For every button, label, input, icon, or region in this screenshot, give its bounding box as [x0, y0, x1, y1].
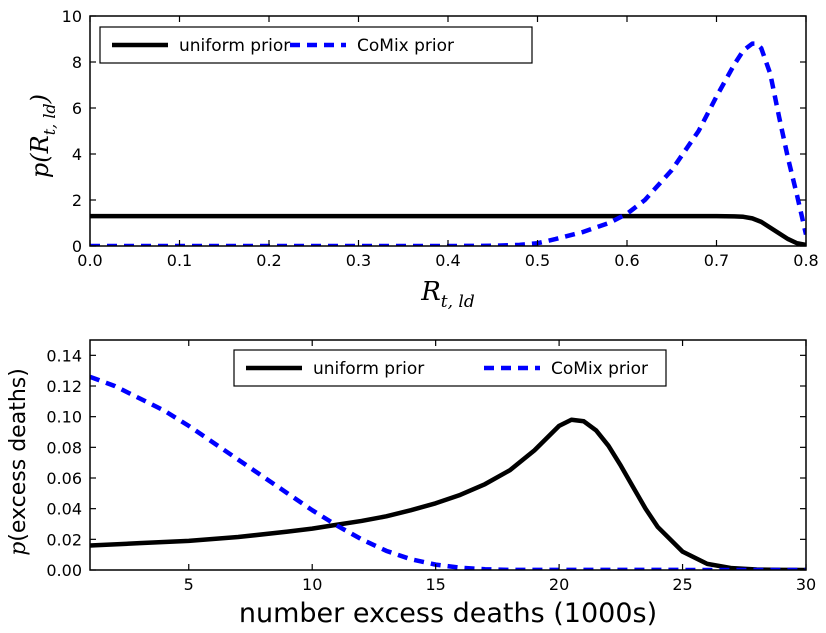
- top-ytick-label: 8: [72, 53, 82, 72]
- bottom-xtick-label: 25: [672, 575, 692, 594]
- bottom-plot-frame: [89, 339, 807, 571]
- top-legend-label: CoMix prior: [357, 36, 454, 56]
- bottom-xtick-label: 15: [425, 575, 445, 594]
- top-ytick-label: 6: [72, 99, 82, 118]
- top-legend-label: uniform prior: [179, 36, 290, 56]
- top-series-uniform-line: [90, 213, 806, 246]
- bottom-panel: 5 10 15 20 25 30 0.00 0.02 0.04 0.06 0.08 0.10 0.12 0…: [6, 339, 816, 629]
- top-xtick-label: 0.6: [614, 251, 639, 270]
- bottom-ylabel: p(excess deaths): [6, 368, 31, 556]
- bottom-xtick-label: 10: [302, 575, 322, 594]
- top-xtick-label: 0.1: [167, 251, 192, 270]
- top-xtick-label: 0.3: [346, 251, 371, 270]
- bottom-ytick-label: 0.06: [46, 469, 82, 488]
- bottom-ytick-label: 0.12: [46, 377, 82, 396]
- bottom-legend-label: CoMix prior: [551, 359, 648, 379]
- top-xtick-label: 0.4: [435, 251, 460, 270]
- bottom-ytick-label: 0.02: [46, 530, 82, 549]
- bottom-series-comix-line: [90, 374, 806, 570]
- top-panel: 0.0 0.1 0.2 0.3 0.4 0.5 0.6 0.7 0.8 0 2 4 6 8 10 unifor…: [26, 7, 819, 312]
- bottom-series-uniform-line: [90, 417, 806, 570]
- top-ytick-label: 2: [72, 191, 82, 210]
- bottom-ytick-label: 0.00: [46, 561, 82, 580]
- bottom-xtick-label: 5: [184, 575, 194, 594]
- top-xtick-label: 0.2: [256, 251, 281, 270]
- bottom-ytick-label: 0.14: [46, 346, 82, 365]
- bottom-xtick-label: 30: [796, 575, 816, 594]
- bottom-ytick-label: 0.08: [46, 438, 82, 457]
- bottom-xtick-label: 20: [549, 575, 569, 594]
- top-series-comix-line: [90, 41, 806, 246]
- top-ytick-label: 10: [62, 7, 82, 26]
- top-xlabel: Rt, ld: [420, 277, 475, 312]
- top-ylabel: p(Rt, ld): [26, 94, 59, 178]
- top-xtick-label: 0.8: [793, 251, 818, 270]
- bottom-legend-label: uniform prior: [313, 359, 424, 379]
- bottom-legend-box: [233, 349, 667, 387]
- bottom-ytick-label: 0.04: [46, 500, 82, 519]
- top-xtick-label: 0.5: [525, 251, 550, 270]
- top-ytick-label: 0: [72, 237, 82, 256]
- bottom-ytick-label: 0.10: [46, 408, 82, 427]
- bottom-xlabel: number excess deaths (1000s): [239, 598, 657, 629]
- top-xtick-label: 0.7: [704, 251, 729, 270]
- top-ytick-label: 4: [72, 145, 82, 164]
- top-xtick-label: 0.0: [77, 251, 102, 270]
